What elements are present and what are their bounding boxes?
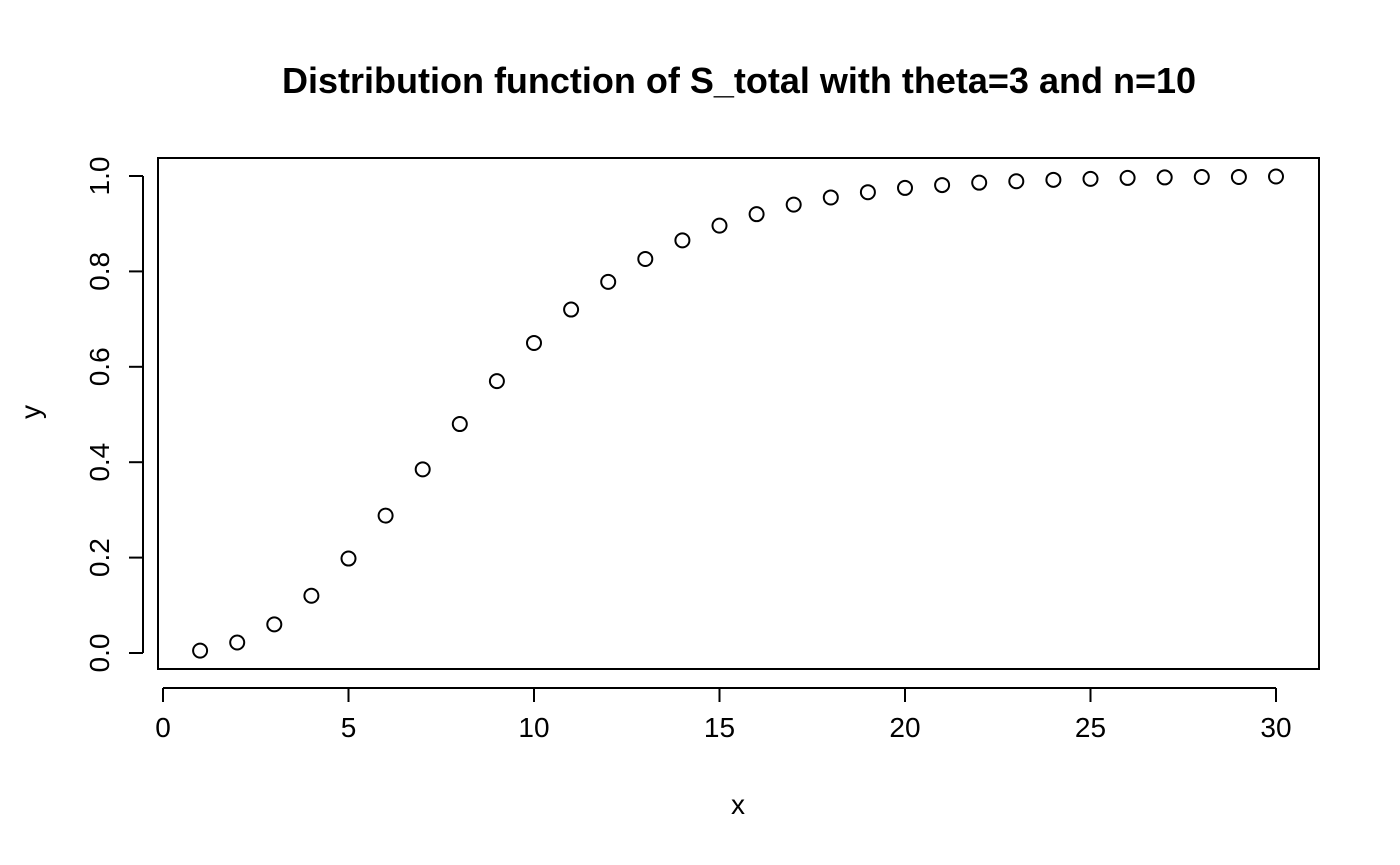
data-point [377, 507, 394, 524]
data-point [1268, 168, 1284, 185]
data-point [897, 179, 913, 196]
y-tick-label: 0.8 [84, 252, 115, 291]
y-tick-label: 0.0 [84, 634, 115, 673]
x-axis: 0 5 10 15 20 25 30 [155, 687, 1292, 743]
data-point [451, 416, 468, 433]
data-point [1045, 171, 1062, 188]
y-tick-label: 0.2 [84, 538, 115, 577]
data-point [748, 206, 765, 223]
x-axis-label: x [731, 789, 745, 820]
data-point [192, 642, 209, 659]
data-point [266, 616, 283, 633]
data-point [1119, 169, 1136, 186]
y-tick-label: 0.4 [84, 443, 115, 482]
data-point [785, 196, 802, 213]
data-point [971, 174, 988, 191]
data-point [674, 232, 691, 249]
x-tick-label: 15 [704, 712, 735, 743]
plot-area-box [157, 157, 1320, 670]
data-point [1156, 169, 1173, 186]
data-point [229, 634, 246, 651]
x-tick-label: 20 [889, 712, 920, 743]
data-point [711, 217, 728, 234]
data-point [1230, 168, 1247, 185]
data-point [822, 189, 839, 206]
data-points [192, 168, 1284, 659]
x-tick-label: 10 [518, 712, 549, 743]
data-point [934, 177, 951, 194]
y-axis: 0.0 0.2 0.4 0.6 0.8 1.0 [84, 157, 144, 673]
y-tick-label: 0.6 [84, 347, 115, 386]
y-tick-label: 1.0 [84, 157, 115, 196]
data-point [303, 587, 320, 604]
data-point [526, 334, 542, 351]
data-point [414, 461, 431, 478]
x-tick-label: 25 [1075, 712, 1106, 743]
data-point [1008, 173, 1025, 190]
chart-title: Distribution function of S_total with th… [282, 60, 1196, 101]
data-point [563, 301, 580, 318]
data-point [488, 373, 505, 390]
y-axis-label: y [15, 405, 46, 419]
data-point [637, 250, 654, 267]
data-point [859, 184, 876, 201]
data-point [600, 273, 617, 290]
x-tick-label: 5 [341, 712, 357, 743]
x-tick-label: 30 [1260, 712, 1291, 743]
x-tick-label: 0 [155, 712, 171, 743]
data-point [1193, 168, 1210, 185]
data-point [340, 550, 357, 567]
data-point [1082, 170, 1099, 187]
